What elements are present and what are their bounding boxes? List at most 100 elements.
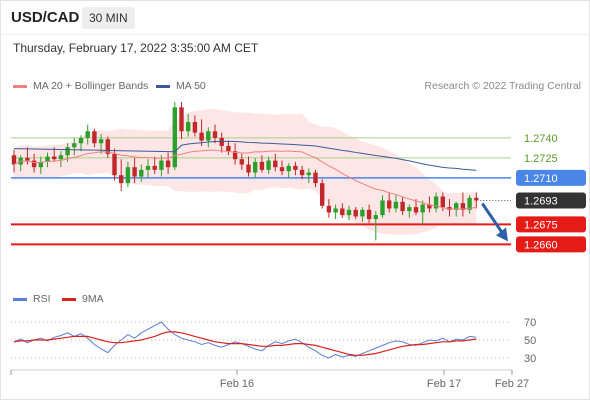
candle: [85, 124, 90, 145]
candle-body: [105, 139, 110, 154]
candle: [25, 147, 30, 165]
candle: [192, 115, 198, 137]
level-label-text: 1.2693: [524, 195, 558, 207]
candle-body: [433, 196, 439, 209]
candle: [72, 137, 77, 156]
candle: [333, 204, 338, 220]
candle: [125, 161, 131, 188]
x-tick-label: Feb 17: [427, 378, 461, 390]
x-tick-label: Feb 16: [220, 378, 254, 390]
candle: [219, 132, 224, 153]
legend-bollinger-label: MA 20 + Bollinger Bands: [33, 80, 149, 92]
forecast-arrow-shaft: [481, 202, 506, 237]
legend-rsi: RSI: [13, 293, 51, 305]
resistance-label: 1.2725: [524, 153, 558, 165]
candle: [259, 155, 265, 173]
candle: [320, 179, 325, 209]
candle: [145, 159, 151, 178]
forecast-arrow-head: [496, 227, 508, 242]
chart-datetime: Thursday, February 17, 2022 3:35:00 AM C…: [13, 41, 259, 55]
candle: [119, 159, 124, 192]
candle-body: [360, 209, 365, 217]
header-divider: [0, 34, 590, 35]
candle-body: [373, 215, 378, 220]
candle-body: [206, 131, 211, 141]
candle-body: [52, 156, 57, 160]
legend-bollinger: MA 20 + Bollinger Bands: [13, 80, 148, 92]
candle: [293, 161, 298, 176]
candle-body: [346, 209, 352, 216]
candle-body: [112, 153, 117, 176]
candle-body: [152, 165, 157, 170]
candle-body: [159, 160, 164, 170]
candle: [206, 127, 211, 148]
x-tick-label: Feb 27: [495, 378, 529, 390]
candle-body: [333, 208, 338, 213]
resistance-label: 1.2740: [524, 133, 558, 145]
candle-body: [413, 207, 419, 213]
rsi-tick-label: 70: [524, 317, 536, 329]
candle-body: [212, 131, 218, 138]
level-label-text: 1.2710: [524, 173, 558, 185]
ma9-swatch: [62, 297, 76, 301]
candle: [246, 156, 251, 177]
candle-body: [400, 201, 405, 212]
candle: [346, 205, 352, 221]
candle: [132, 157, 137, 184]
legend-9ma-label: 9MA: [82, 293, 104, 305]
candle-body: [11, 155, 17, 165]
symbol-title: USD/CAD: [11, 9, 80, 26]
candle-body: [38, 161, 43, 168]
candle-body: [165, 160, 171, 168]
legend-9ma: 9MA: [62, 293, 104, 305]
candle-body: [226, 145, 231, 152]
candle-body: [186, 121, 191, 132]
candle: [407, 204, 412, 218]
candle-body: [31, 160, 37, 168]
ma50-swatch: [156, 84, 170, 88]
candlesticks: [11, 102, 479, 241]
candle: [366, 204, 372, 224]
candle: [299, 165, 305, 180]
candle: [165, 152, 171, 174]
ma20-line: [13, 149, 477, 210]
candle: [360, 207, 365, 222]
candle-body: [320, 183, 325, 206]
candle: [92, 128, 97, 148]
rsi-line: [13, 321, 477, 359]
rsi-swatch: [13, 297, 27, 301]
candle-body: [393, 201, 399, 209]
candle: [413, 199, 419, 216]
candle-body: [366, 209, 372, 220]
candle-body: [380, 200, 385, 216]
candle-body: [460, 203, 466, 210]
candle: [279, 160, 285, 176]
candle-body: [98, 139, 104, 144]
candle: [380, 195, 385, 218]
rsi-tick-label: 50: [524, 335, 536, 347]
bollinger-band-fill: [14, 108, 477, 235]
forecast-arrow: [481, 202, 508, 242]
candle-body: [139, 169, 144, 177]
candle: [139, 164, 144, 182]
ma50-line: [13, 140, 477, 171]
candle: [152, 156, 157, 174]
candle: [253, 157, 258, 178]
candle-body: [192, 121, 198, 133]
candle-body: [326, 205, 332, 213]
candle: [340, 203, 345, 218]
candle-body: [299, 169, 305, 176]
candle: [78, 135, 84, 152]
candle: [58, 151, 64, 168]
candle: [266, 156, 271, 174]
candle: [38, 156, 43, 174]
level-label-box: [516, 192, 586, 209]
candle-body: [45, 156, 50, 162]
candle-body: [266, 160, 271, 170]
rsi-tick-label: 30: [524, 353, 536, 365]
timeframe-badge[interactable]: 30 MIN: [82, 7, 135, 29]
level-label-box: [516, 216, 586, 233]
candle: [232, 143, 238, 165]
candle: [306, 168, 311, 184]
